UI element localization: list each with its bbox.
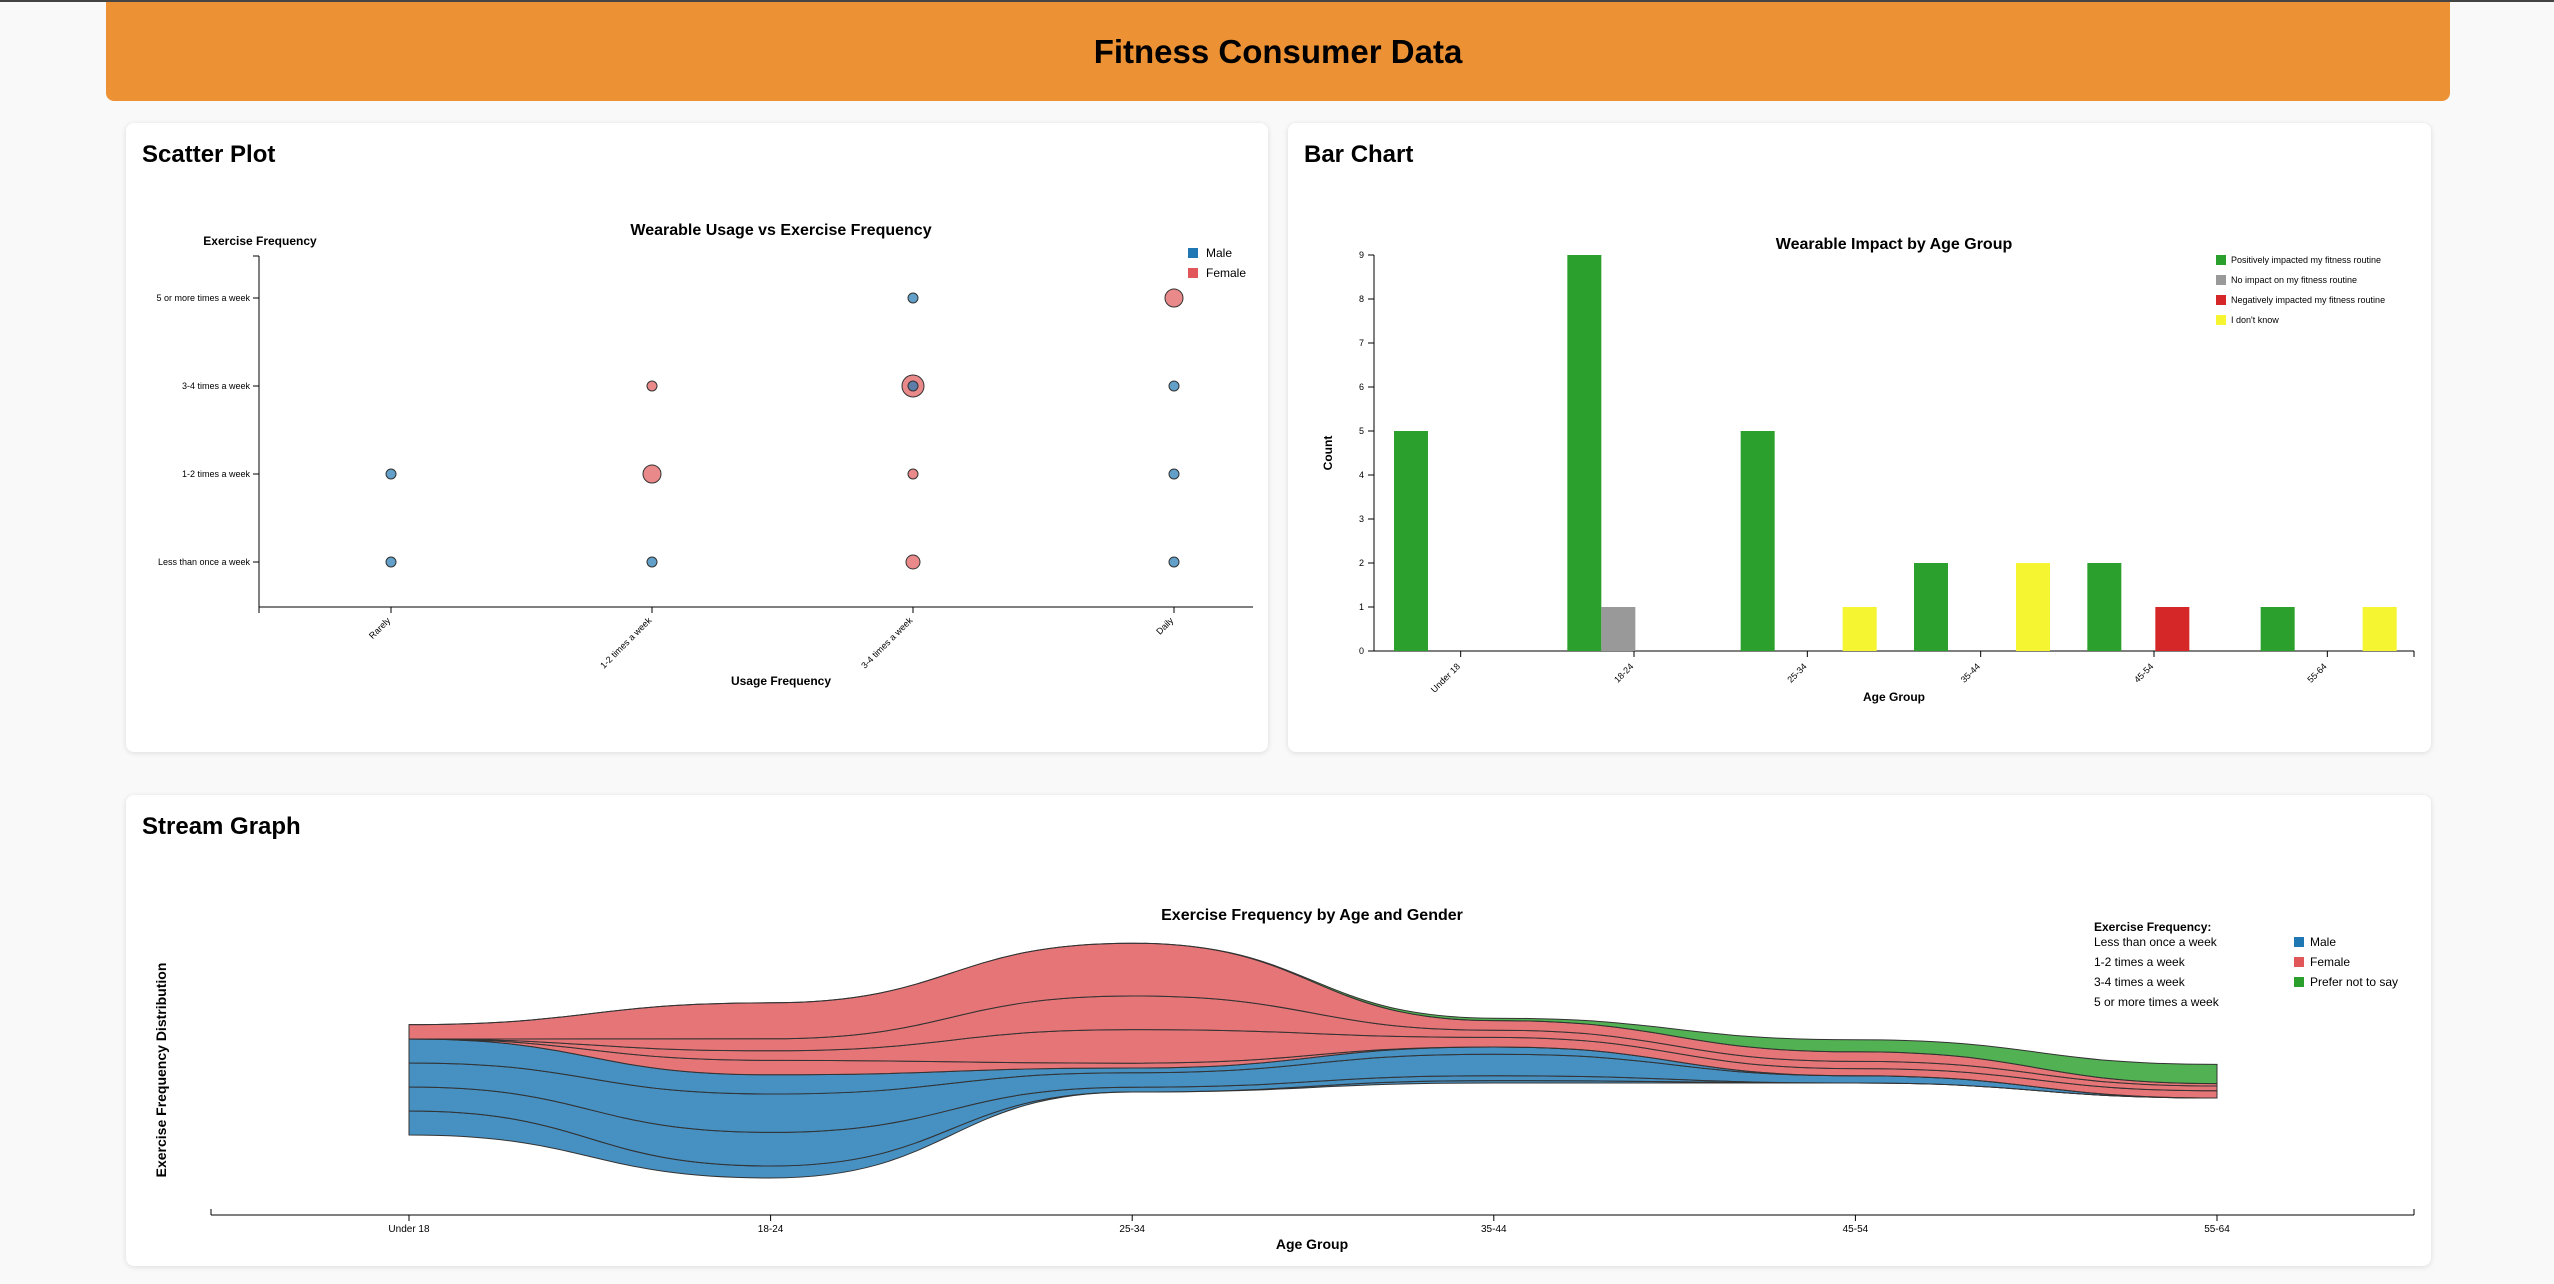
bar-legend-label-positively-impacted-my-fitness-routine: Positively impacted my fitness routine	[2231, 255, 2381, 265]
stream-x-tick-label: 18-24	[758, 1224, 784, 1235]
scatter-point-male	[908, 293, 918, 303]
bar-y-tick-label: 8	[1359, 294, 1364, 304]
stream-legend-title: Exercise Frequency:	[2094, 920, 2211, 934]
stream-legend-frequency-5-or-more-times-a-week: 5 or more times a week	[2094, 995, 2220, 1009]
bar-y-tick-label: 7	[1359, 338, 1364, 348]
scatter-point-male	[1169, 469, 1179, 479]
bar-y-tick-label: 5	[1359, 426, 1364, 436]
bar-legend-swatch-negatively-impacted-my-fitness-routine	[2216, 295, 2226, 305]
scatter-point-male	[908, 381, 918, 391]
scatter-y-tick-label: 1-2 times a week	[182, 469, 251, 479]
stream-x-tick-label: 55-64	[2204, 1224, 2230, 1235]
bar-x-axis-label: Age Group	[1863, 690, 1925, 704]
bar-positively-impacted-my-fitness-routine-55-64	[2261, 607, 2295, 651]
scatter-y-axis-label: Exercise Frequency	[203, 234, 317, 248]
scatter-x-tick-label: Daily	[1154, 615, 1176, 637]
scatter-title: Wearable Usage vs Exercise Frequency	[630, 222, 931, 239]
page-header: Fitness Consumer Data	[106, 2, 2450, 101]
stream-legend-label-female: Female	[2310, 955, 2350, 969]
scatter-point-male	[647, 557, 657, 567]
stream-x-tick-label: Under 18	[388, 1224, 430, 1235]
stream-legend-frequency-1-2-times-a-week: 1-2 times a week	[2094, 955, 2186, 969]
bar-x-tick-label: Under 18	[1429, 661, 1462, 694]
stream-legend-frequency-3-4-times-a-week: 3-4 times a week	[2094, 975, 2186, 989]
scatter-legend-swatch-female	[1188, 268, 1198, 278]
scatter-point-female	[1165, 289, 1183, 307]
stream-legend-label-prefer-not-to-say: Prefer not to say	[2310, 975, 2398, 989]
scatter-point-male	[386, 557, 396, 567]
bar-y-tick-label: 4	[1359, 470, 1364, 480]
stream-legend-frequency-less-than-once-a-week: Less than once a week	[2094, 935, 2218, 949]
scatter-chart: Wearable Usage vs Exercise Frequency Exer…	[126, 123, 1268, 752]
bar-x-tick-label: 55-64	[2305, 661, 2328, 684]
scatter-legend-label-male: Male	[1206, 246, 1232, 260]
stream-x-axis-label: Age Group	[1276, 1236, 1348, 1252]
scatter-legend-swatch-male	[1188, 248, 1198, 258]
bar-i-don-t-know-25-34	[1843, 607, 1877, 651]
scatter-point-female	[908, 469, 918, 479]
bar-chart: Wearable Impact by Age Group Count Age Gro…	[1288, 123, 2431, 752]
scatter-point-male	[1169, 381, 1179, 391]
bar-x-tick-label: 45-54	[2132, 661, 2155, 684]
scatter-legend-label-female: Female	[1206, 266, 1246, 280]
bar-i-don-t-know-55-64	[2363, 607, 2397, 651]
bar-y-tick-label: 2	[1359, 558, 1364, 568]
bar-legend-swatch-positively-impacted-my-fitness-routine	[2216, 255, 2226, 265]
stream-legend-swatch-female	[2294, 957, 2304, 967]
scatter-y-tick-label: Less than once a week	[158, 557, 251, 567]
bar-legend-label-i-don-t-know: I don't know	[2231, 315, 2279, 325]
bar-y-axis-label: Count	[1321, 436, 1335, 471]
bar-legend-swatch-i-don-t-know	[2216, 315, 2226, 325]
stream-card: Stream Graph Exercise Frequency by Age a…	[126, 795, 2431, 1266]
scatter-point-male	[1169, 557, 1179, 567]
bar-y-tick-label: 6	[1359, 382, 1364, 392]
bar-x-tick-label: 25-34	[1785, 661, 1808, 684]
bar-x-tick-label: 18-24	[1612, 661, 1635, 684]
bar-card: Bar Chart Wearable Impact by Age Group Co…	[1288, 123, 2431, 752]
scatter-point-female	[906, 555, 920, 569]
page-title: Fitness Consumer Data	[1094, 33, 1463, 71]
stream-x-tick-label: 45-54	[1843, 1224, 1869, 1235]
stream-title: Exercise Frequency by Age and Gender	[1161, 907, 1463, 924]
stream-legend-swatch-prefer-not-to-say	[2294, 977, 2304, 987]
scatter-point-female	[647, 381, 657, 391]
stream-legend-swatch-male	[2294, 937, 2304, 947]
bar-legend-label-negatively-impacted-my-fitness-routine: Negatively impacted my fitness routine	[2231, 295, 2385, 305]
bar-title: Wearable Impact by Age Group	[1776, 236, 2013, 253]
bar-negatively-impacted-my-fitness-routine-45-54	[2155, 607, 2189, 651]
scatter-y-tick-label: 5 or more times a week	[156, 293, 250, 303]
bar-positively-impacted-my-fitness-routine-under-18	[1394, 431, 1428, 651]
scatter-y-tick-label: 3-4 times a week	[182, 381, 251, 391]
scatter-x-tick-label: 1-2 times a week	[598, 615, 654, 671]
bar-legend-swatch-no-impact-on-my-fitness-routine	[2216, 275, 2226, 285]
bar-positively-impacted-my-fitness-routine-35-44	[1914, 563, 1948, 651]
scatter-x-axis-label: Usage Frequency	[731, 674, 831, 688]
bar-positively-impacted-my-fitness-routine-25-34	[1741, 431, 1775, 651]
scatter-x-tick-label: 3-4 times a week	[859, 615, 915, 671]
stream-y-axis-label: Exercise Frequency Distribution	[153, 963, 169, 1178]
bar-y-tick-label: 9	[1359, 250, 1364, 260]
bar-i-don-t-know-35-44	[2016, 563, 2050, 651]
stream-x-tick-label: 25-34	[1119, 1224, 1145, 1235]
scatter-card: Scatter Plot Wearable Usage vs Exercise …	[126, 123, 1268, 752]
bar-y-tick-label: 1	[1359, 602, 1364, 612]
scatter-x-tick-label: Rarely	[367, 615, 393, 641]
bar-no-impact-on-my-fitness-routine-18-24	[1601, 607, 1635, 651]
scatter-point-male	[386, 469, 396, 479]
bar-positively-impacted-my-fitness-routine-45-54	[2087, 563, 2121, 651]
stream-chart: Exercise Frequency by Age and Gender Exer…	[126, 795, 2431, 1266]
bar-positively-impacted-my-fitness-routine-18-24	[1567, 255, 1601, 651]
bar-y-tick-label: 0	[1359, 646, 1364, 656]
stream-legend-label-male: Male	[2310, 935, 2336, 949]
bar-y-tick-label: 3	[1359, 514, 1364, 524]
bar-legend-label-no-impact-on-my-fitness-routine: No impact on my fitness routine	[2231, 275, 2357, 285]
bar-x-tick-label: 35-44	[1959, 661, 1982, 684]
stream-x-tick-label: 35-44	[1481, 1224, 1507, 1235]
scatter-point-female	[643, 465, 661, 483]
